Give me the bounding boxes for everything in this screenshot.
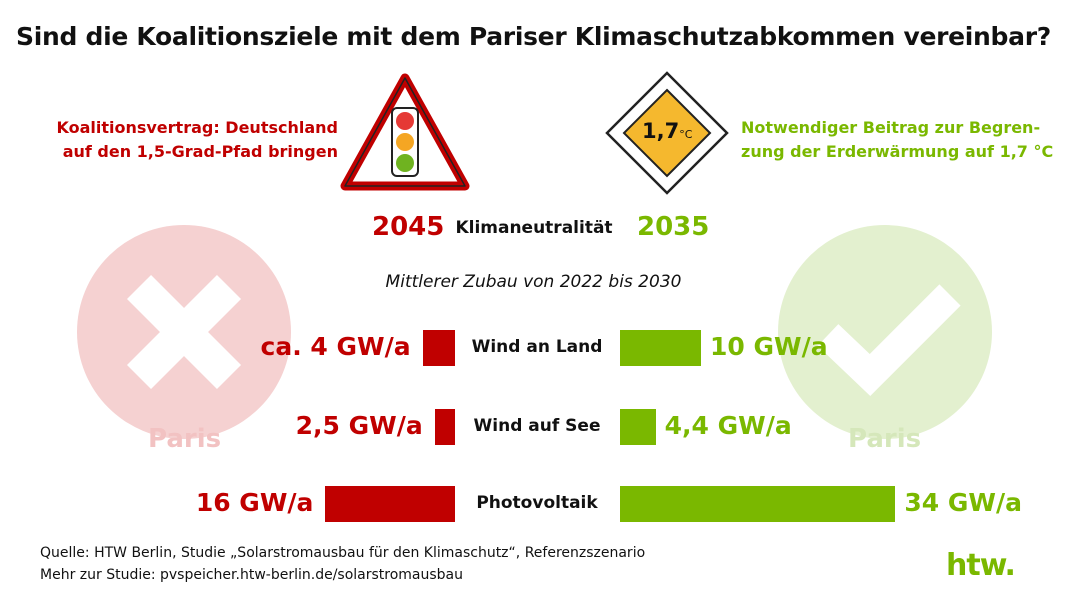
value-label-coalition: ca. 4 GW/a: [260, 332, 411, 361]
value-label-required: 10 GW/a: [710, 332, 828, 361]
paris-right-label: Paris: [848, 424, 922, 454]
right-neutrality-year: 2035: [637, 212, 710, 242]
value-label-required: 34 GW/a: [904, 488, 1022, 517]
chart-title: Mittlerer Zubau von 2022 bis 2030: [385, 272, 682, 292]
source-line-1: Quelle: HTW Berlin, Studie „Solarstromau…: [40, 545, 646, 561]
priority-road-sign-icon: [605, 71, 729, 195]
coalition-goal-line1: Koalitionsvertrag: Deutschland: [56, 118, 338, 137]
coalition-goal-text: Koalitionsvertrag: Deutschland auf den 1…: [56, 116, 338, 164]
sign-unit: °C: [679, 128, 693, 141]
htw-logo: htw.: [946, 548, 1016, 583]
coalition-goal-line2: auf den 1,5-Grad-Pfad bringen: [62, 142, 338, 161]
page-title: Sind die Koalitionsziele mit dem Pariser…: [16, 22, 1051, 51]
bar-required: [620, 330, 701, 366]
value-label-coalition: 2,5 GW/a: [295, 411, 423, 440]
category-label: Wind an Land: [471, 337, 603, 357]
cross-icon: [126, 274, 242, 390]
bar-coalition: [325, 486, 455, 522]
check-icon: [817, 284, 961, 396]
source-line-2: Mehr zur Studie: pvspeicher.htw-berlin.d…: [40, 567, 464, 583]
category-label: Wind auf See: [473, 416, 601, 436]
neutrality-label: Klimaneutralität: [455, 218, 613, 238]
required-goal-text: Notwendiger Beitrag zur Begren- zung der…: [741, 116, 1053, 164]
left-neutrality-year: 2045: [372, 212, 445, 242]
value-label-coalition: 16 GW/a: [195, 488, 314, 517]
required-goal-line1: Notwendiger Beitrag zur Begren-: [741, 118, 1041, 137]
paris-left-label: Paris: [148, 424, 222, 454]
bar-coalition: [434, 409, 455, 445]
bar-required: [620, 486, 896, 522]
required-goal-line2: zung der Erderwärmung auf 1,7 °C: [741, 142, 1054, 161]
bar-required: [620, 409, 656, 445]
value-label-required: 4,4 GW/a: [664, 411, 792, 440]
category-label: Photovoltaik: [476, 493, 598, 513]
bar-coalition: [422, 330, 455, 366]
sign-number: 1,7: [642, 119, 680, 143]
check-circle: [778, 225, 992, 439]
traffic-light-warning-icon: [340, 73, 470, 191]
sign-value: 1,7°C: [642, 119, 692, 143]
